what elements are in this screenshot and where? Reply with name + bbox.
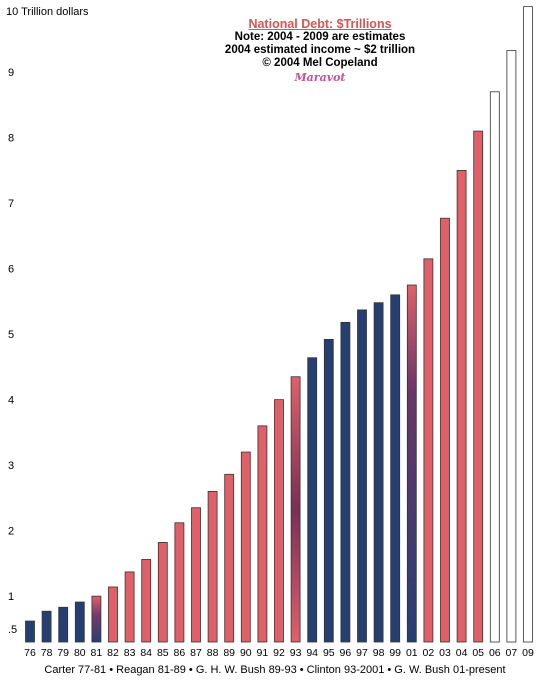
y-tick-label: 6 bbox=[8, 264, 14, 276]
x-tick-label: 05 bbox=[472, 647, 484, 659]
x-tick-label: 94 bbox=[306, 647, 318, 659]
bar-99 bbox=[390, 294, 401, 643]
bar-79 bbox=[58, 606, 69, 643]
bar-95 bbox=[323, 338, 334, 643]
x-tick-label: 92 bbox=[273, 647, 285, 659]
x-tick-label: 96 bbox=[340, 647, 352, 659]
bar-89 bbox=[224, 473, 235, 643]
x-tick-label: 78 bbox=[41, 647, 53, 659]
x-tick-label: 04 bbox=[456, 647, 468, 659]
bar-87 bbox=[191, 507, 201, 643]
x-tick-label: 84 bbox=[140, 647, 152, 659]
x-tick-label: 85 bbox=[157, 647, 169, 659]
x-tick-label: 86 bbox=[174, 647, 186, 659]
bar-04 bbox=[456, 169, 467, 643]
bar-92 bbox=[274, 399, 284, 643]
y-axis: 10 Trillion dollars .5 1 2 3 4 5 6 7 8 9 bbox=[6, 6, 89, 636]
bar-80 bbox=[74, 601, 85, 643]
bar-02 bbox=[423, 258, 434, 643]
y-tick-label: 5 bbox=[8, 329, 14, 341]
y-tick-label: 3 bbox=[8, 460, 14, 472]
bar-82 bbox=[108, 586, 118, 643]
x-tick-label: 07 bbox=[506, 647, 518, 659]
bar-94 bbox=[307, 357, 318, 643]
bar-93 bbox=[290, 376, 301, 643]
estimate-note: Note: 2004 - 2009 are estimates bbox=[234, 31, 406, 43]
bar-01 bbox=[406, 284, 417, 643]
bar-85 bbox=[157, 542, 168, 643]
bar-76 bbox=[25, 620, 35, 643]
bars-group bbox=[25, 6, 533, 643]
x-tick-label: 79 bbox=[57, 647, 69, 659]
x-tick-label: 02 bbox=[423, 647, 435, 659]
chart-title: National Debt: $Trillions bbox=[248, 17, 392, 31]
bar-86 bbox=[174, 522, 185, 643]
y-tick-label: 2 bbox=[8, 526, 14, 538]
x-tick-label: 01 bbox=[406, 647, 418, 659]
y-tick-label: 1 bbox=[8, 591, 14, 603]
bar-90 bbox=[240, 451, 251, 643]
x-tick-label: 98 bbox=[373, 647, 385, 659]
x-tick-label: 03 bbox=[439, 647, 451, 659]
bar-97 bbox=[357, 309, 367, 643]
x-tick-label: 81 bbox=[91, 647, 103, 659]
x-tick-label: 87 bbox=[190, 647, 202, 659]
copyright-note: © 2004 Mel Copeland bbox=[262, 57, 378, 69]
bar-96 bbox=[340, 321, 351, 643]
x-tick-label: 90 bbox=[240, 647, 252, 659]
y-axis-label: 10 Trillion dollars bbox=[6, 6, 89, 18]
bar-98 bbox=[373, 302, 384, 643]
bar-84 bbox=[141, 559, 152, 643]
bar-78 bbox=[41, 610, 52, 643]
signature-logo: Maravot bbox=[294, 71, 346, 84]
bar-88 bbox=[207, 490, 218, 643]
y-tick-label: 4 bbox=[8, 395, 14, 407]
income-note: 2004 estimated income ~ $2 trillion bbox=[224, 44, 416, 56]
x-tick-label: 91 bbox=[257, 647, 269, 659]
y-tick-label: 9 bbox=[8, 67, 14, 79]
x-tick-label: 97 bbox=[356, 647, 368, 659]
bar-05 bbox=[473, 130, 484, 643]
bar-91 bbox=[257, 425, 268, 643]
x-tick-label: 89 bbox=[223, 647, 235, 659]
x-tick-label: 88 bbox=[207, 647, 219, 659]
bar-81 bbox=[91, 595, 102, 643]
y-tick-label: 7 bbox=[8, 198, 14, 210]
x-tick-label: 80 bbox=[74, 647, 86, 659]
x-axis: 76 78 79 80 81 82 83 84 85 86 87 88 89 90 91 92 93 94 95 96… bbox=[24, 647, 534, 659]
x-tick-label: 99 bbox=[389, 647, 401, 659]
bar-03 bbox=[440, 217, 450, 643]
bar-06 bbox=[489, 91, 500, 643]
bar-83 bbox=[124, 571, 135, 643]
chart-title-block: National Debt: $Trillions Note: 2004 - 2… bbox=[200, 17, 440, 85]
x-tick-label: 82 bbox=[107, 647, 119, 659]
x-tick-label: 83 bbox=[124, 647, 136, 659]
presidents-footer: Carter 77-81 • Reagan 81-89 • G. H. W. B… bbox=[44, 664, 506, 676]
x-tick-label: 95 bbox=[323, 647, 335, 659]
bar-09 bbox=[523, 6, 533, 643]
x-tick-label: 09 bbox=[522, 647, 534, 659]
y-tick-label: 8 bbox=[8, 133, 14, 145]
bar-07 bbox=[506, 50, 517, 643]
y-tick-label: .5 bbox=[8, 624, 17, 636]
x-tick-label: 76 bbox=[24, 647, 36, 659]
x-tick-label: 93 bbox=[290, 647, 302, 659]
x-tick-label: 06 bbox=[489, 647, 501, 659]
